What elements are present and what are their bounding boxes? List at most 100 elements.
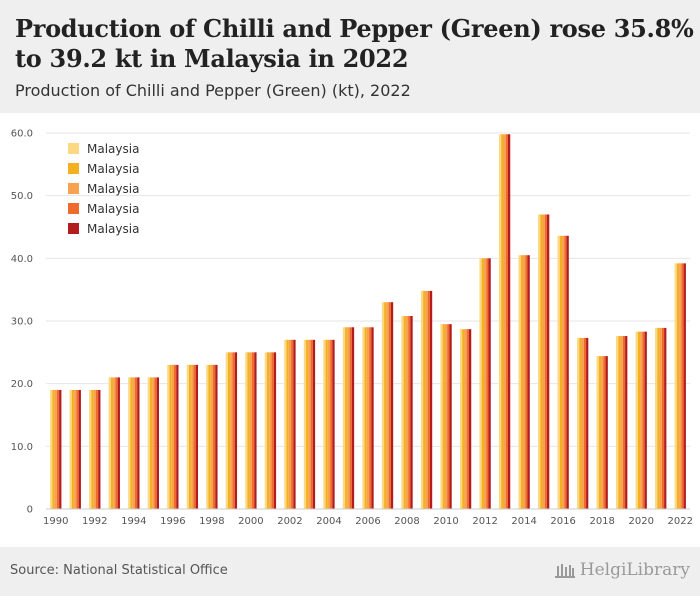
- bars: [50, 134, 686, 509]
- bar: [117, 377, 120, 509]
- x-tick-label: 2014: [511, 516, 536, 527]
- bar: [225, 352, 228, 509]
- bar: [195, 364, 199, 509]
- legend-label: Malaysia: [87, 142, 139, 156]
- bar: [586, 337, 589, 509]
- bar: [542, 214, 545, 509]
- bar: [215, 364, 218, 509]
- bar: [115, 377, 118, 509]
- bar: [210, 364, 214, 509]
- bar: [557, 235, 560, 509]
- x-tick-label: 2006: [355, 516, 380, 527]
- bar: [596, 356, 599, 509]
- bar: [681, 263, 684, 509]
- bar: [581, 337, 584, 509]
- bar: [154, 377, 157, 509]
- bar: [564, 235, 567, 509]
- bar: [537, 214, 541, 509]
- chart-title: Production of Chilli and Pepper (Green) …: [15, 14, 694, 73]
- chart-header: Production of Chilli and Pepper (Green) …: [0, 0, 700, 113]
- bar: [232, 352, 235, 509]
- bar: [50, 389, 53, 509]
- bar: [269, 352, 272, 509]
- bar: [71, 389, 75, 509]
- bar: [540, 214, 543, 509]
- x-tick-label: 1990: [43, 516, 68, 527]
- bar: [664, 327, 667, 509]
- bar: [659, 327, 662, 509]
- bar: [323, 339, 326, 509]
- bar: [618, 336, 621, 509]
- bar: [312, 339, 316, 509]
- legend-swatch: [68, 223, 79, 234]
- bar: [252, 352, 255, 509]
- bar: [559, 235, 563, 509]
- bar: [206, 364, 209, 509]
- bar: [113, 377, 116, 509]
- bar: [520, 255, 523, 509]
- bar: [369, 327, 372, 509]
- y-tick-label: 30.0: [11, 317, 33, 328]
- bar: [635, 331, 638, 509]
- y-tick-label: 20.0: [11, 379, 33, 390]
- bar: [605, 356, 608, 509]
- x-tick-label: 1994: [121, 516, 146, 527]
- bar: [459, 329, 463, 509]
- x-tick-label: 2018: [589, 516, 614, 527]
- bar: [401, 315, 404, 509]
- bar: [655, 327, 658, 509]
- bar: [56, 389, 60, 509]
- bar: [381, 302, 385, 509]
- bar: [616, 336, 619, 509]
- brand-name: HelgiLibrary: [579, 560, 690, 580]
- bar: [637, 331, 641, 509]
- bar: [498, 134, 502, 509]
- bar: [640, 331, 643, 509]
- bar: [505, 134, 508, 509]
- bar: [464, 329, 467, 509]
- bar: [420, 290, 424, 509]
- y-tick-label: 10.0: [11, 442, 33, 453]
- bar: [683, 263, 686, 509]
- bar: [306, 339, 309, 509]
- legend-swatch: [68, 183, 79, 194]
- x-tick-label: 2002: [277, 516, 302, 527]
- bar: [156, 377, 159, 509]
- legend-label: Malaysia: [87, 162, 139, 176]
- bar: [89, 389, 92, 509]
- x-tick-label: 2012: [472, 516, 497, 527]
- bar: [544, 214, 548, 509]
- bar: [132, 377, 135, 509]
- bar: [547, 214, 550, 509]
- bar: [191, 364, 194, 509]
- bar: [466, 329, 469, 509]
- x-tick-label: 1996: [160, 516, 185, 527]
- bar: [583, 337, 587, 509]
- bar: [147, 377, 150, 509]
- bar: [59, 389, 62, 509]
- bar: [254, 352, 257, 509]
- chart-footer: Source: National Statistical Office Helg…: [0, 547, 700, 596]
- bar: [245, 352, 248, 509]
- brand-logo-link[interactable]: HelgiLibrary: [554, 560, 690, 580]
- x-tick-label: 1992: [82, 516, 107, 527]
- bar: [342, 327, 346, 509]
- bar: [247, 352, 250, 509]
- bar: [69, 389, 72, 509]
- bar: [405, 315, 409, 509]
- bar: [366, 327, 370, 509]
- bar: [449, 324, 452, 509]
- bar: [661, 327, 665, 509]
- bar: [271, 352, 274, 509]
- bar: [208, 364, 211, 509]
- bar: [134, 377, 138, 509]
- bar: [176, 364, 179, 509]
- bar: [674, 263, 677, 509]
- bar: [78, 389, 81, 509]
- bar: [351, 327, 355, 509]
- x-tick-label: 2000: [238, 516, 263, 527]
- bar: [327, 339, 331, 509]
- bar: [188, 364, 192, 509]
- bar: [386, 302, 389, 509]
- axes: 0 10.0 20.0 30.0 40.0 50.0 60.0 1990 1992 1994 199…: [11, 129, 693, 528]
